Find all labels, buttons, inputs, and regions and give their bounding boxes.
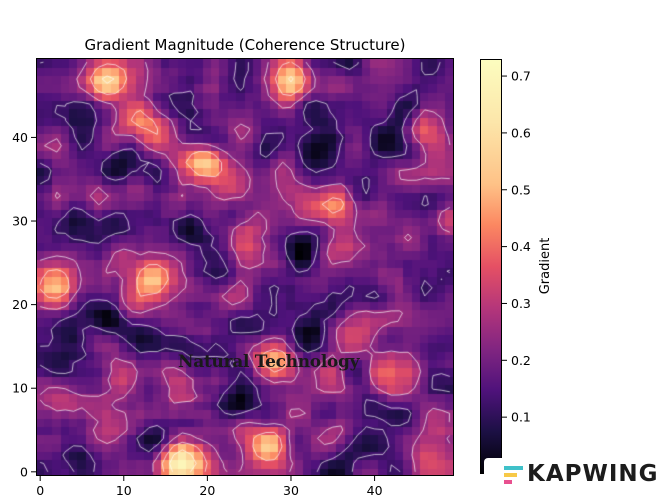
heatmap-image [36,58,454,476]
colorbar-tick-label: 0.5 [511,182,531,197]
colorbar-tick-label: 0.3 [511,296,531,311]
x-axis-ticks: 0 10 20 30 40 [36,476,383,498]
watermark-text: Natural Technology [178,352,360,372]
kapwing-wordmark: KAPWING [527,461,659,487]
x-tick-label: 20 [199,483,215,498]
y-tick-label: 30 [12,214,28,229]
colorbar-ticks: 0.1 0.2 0.3 0.4 0.5 0.6 0.7 [502,69,531,425]
colorbar [480,59,502,474]
y-tick-label: 20 [12,297,28,312]
colorbar-tick-label: 0.7 [511,69,531,84]
chart-title: Gradient Magnitude (Coherence Structure) [84,36,406,54]
y-tick-label: 40 [12,130,28,145]
colorbar-label: Gradient [538,238,553,295]
y-tick-label: 10 [12,381,28,396]
colorbar-tick-label: 0.1 [511,410,531,425]
x-tick-label: 30 [283,483,299,498]
colorbar-tick-label: 0.4 [511,239,531,254]
x-tick-label: 10 [116,483,132,498]
colorbar-tick-label: 0.2 [511,353,531,368]
kapwing-badge: KAPWING [484,458,660,492]
kapwing-logo-icon [504,466,523,484]
x-tick-label: 40 [367,483,383,498]
y-axis-ticks: 0 10 20 30 40 [12,130,36,479]
x-tick-label: 0 [36,483,44,498]
heatmap-plot [36,58,454,476]
colorbar-tick-label: 0.6 [511,125,531,140]
y-tick-label: 0 [20,464,28,479]
